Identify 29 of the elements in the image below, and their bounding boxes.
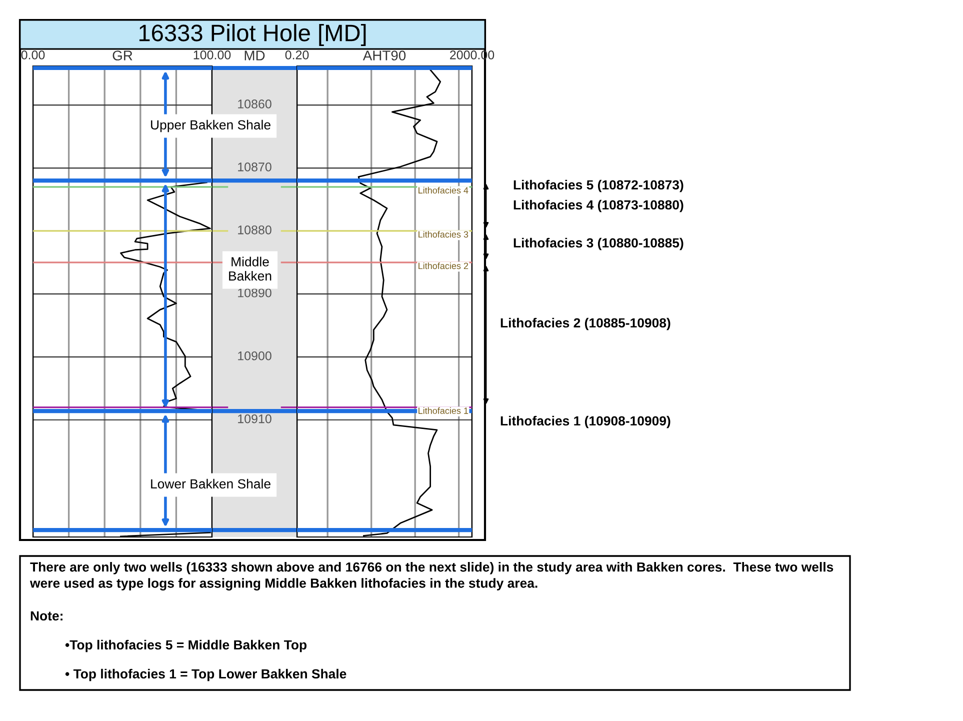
text: Lithofacies 4 (10873-10880)	[514, 200, 684, 212]
text: Note:	[30, 611, 62, 621]
x-axis-title: GR	[112, 50, 132, 60]
y-tick-label: 10910	[238, 414, 272, 424]
text: Lithofacies 5 (10872-10873)	[514, 180, 684, 192]
x-axis-title: AHT90	[362, 50, 406, 60]
text: Lithofacies 1 (10908-10909)	[500, 416, 670, 428]
y-tick-label: 10900	[238, 351, 272, 360]
text: Middle Bakken	[229, 256, 272, 281]
x-tick-label: 0.00	[21, 50, 45, 60]
y-tick-label: 10880	[238, 225, 272, 234]
ref-line-label: Lithofacies 1	[418, 407, 468, 414]
text: There are only two wells (16333 shown above and 16766 on the next slide) in the study area with Bakken cores. These two wells were used as type logs for assigning Middle Bakken lithofacies in the study area.	[30, 562, 834, 590]
text: • Top lithofacies 1 = Top Lower Bakken Shale	[65, 668, 346, 682]
ref-line-label: Lithofacies 4	[418, 186, 468, 194]
text: Lithofacies 3 (10880-10885)	[514, 238, 684, 250]
ref-line-label: Lithofacies 2	[418, 262, 468, 270]
x-tick-label: 0.20	[285, 50, 309, 60]
annotation: Upper Bakken Shale	[151, 120, 270, 132]
chart-title: 16333 Pilot Hole [MD]	[139, 24, 366, 46]
ref-line-label: Lithofacies 3	[418, 230, 468, 238]
text: Lithofacies 2 (10885-10908)	[500, 318, 670, 330]
x-tick-label: 100.00	[194, 50, 231, 60]
text: •Top lithofacies 5 = Middle Bakken Top	[65, 640, 307, 652]
y-tick-label: 10890	[238, 288, 272, 298]
y-tick-label: 10870	[238, 162, 272, 172]
annotation: Lower Bakken Shale	[151, 478, 270, 489]
y-axis-title: MD	[244, 50, 265, 60]
y-tick-label: 10860	[238, 100, 272, 108]
